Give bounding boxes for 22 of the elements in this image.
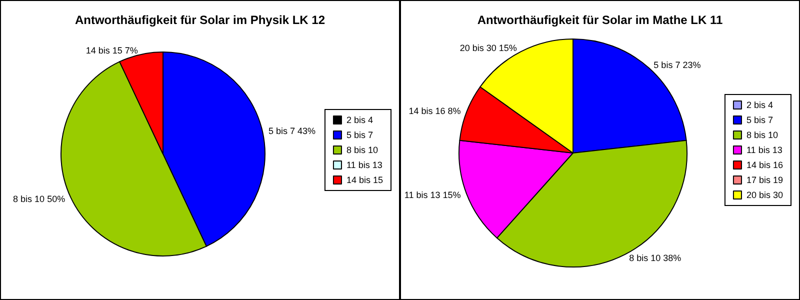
data-label: 5 bis 7 23% <box>654 60 701 70</box>
legend-label: 8 bis 10 <box>746 130 778 140</box>
legend-label: 2 bis 4 <box>746 100 774 110</box>
chart-title: Antworthäufigkeit für Solar im Physik LK 12 <box>74 13 326 27</box>
legend-label: 5 bis 7 <box>346 130 374 140</box>
data-label: 14 bis 16 8% <box>408 106 461 116</box>
data-label: 8 bis 10 38% <box>629 252 682 263</box>
data-label: 11 bis 13 15% <box>404 190 461 200</box>
legend-label: 17 bis 19 <box>746 175 784 185</box>
legend-label: 5 bis 7 <box>746 115 774 125</box>
legend-label: 14 bis 16 <box>746 160 784 170</box>
legend-label: 20 bis 30 <box>746 190 784 200</box>
data-label: 5 bis 7 43% <box>268 126 316 136</box>
legend-label: 11 bis 13 <box>346 160 382 170</box>
data-label: 8 bis 10 50% <box>13 194 66 204</box>
data-label: 20 bis 30 15% <box>460 43 517 54</box>
legend-label: 2 bis 4 <box>346 115 374 125</box>
legend-label: 14 bis 15 <box>346 175 384 185</box>
legend-label: 8 bis 10 <box>346 145 378 155</box>
data-label: 14 bis 15 7% <box>86 46 138 56</box>
legend-label: 11 bis 13 <box>746 145 782 155</box>
chart-title: Antworthäufigkeit für Solar im Mathe LK 11 <box>477 13 723 27</box>
